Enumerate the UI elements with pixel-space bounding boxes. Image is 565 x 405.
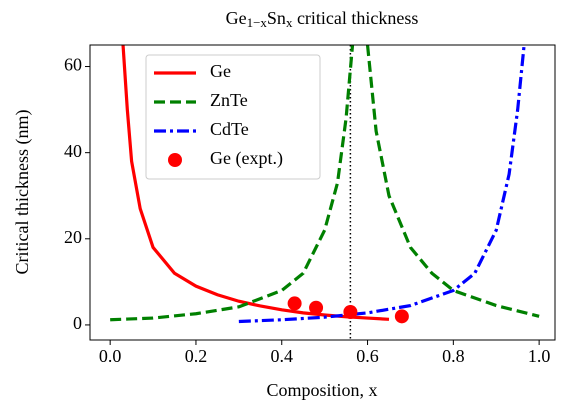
legend-label: Ge [210, 61, 231, 81]
plot-area [110, 45, 540, 340]
x-tick-label: 1.0 [528, 346, 551, 366]
scatter-point [394, 309, 409, 324]
y-tick-label: 0 [73, 313, 82, 333]
y-tick-label: 20 [64, 227, 82, 247]
legend-label: Ge (expt.) [210, 148, 283, 169]
title-part: 1−x [247, 15, 268, 30]
scatter-point [309, 300, 324, 315]
scatter-point [287, 296, 302, 311]
y-axis-label: Critical thickness (nm) [12, 110, 33, 275]
legend-label: CdTe [210, 119, 249, 139]
x-axis-label: Composition, x [266, 380, 377, 400]
title-part: critical thickness [292, 8, 418, 28]
y-tick-label: 40 [64, 141, 82, 161]
title-part: Sn [267, 8, 286, 28]
title-part: x [286, 15, 293, 30]
x-tick-label: 0.8 [442, 346, 465, 366]
x-tick-label: 0.6 [356, 346, 379, 366]
line-series [238, 45, 526, 324]
legend-marker [168, 153, 182, 167]
scatter-point [343, 305, 358, 320]
legend-label: ZnTe [210, 90, 248, 110]
line-series [110, 45, 355, 322]
x-tick-label: 0.0 [99, 346, 122, 366]
legend-box [145, 54, 321, 180]
title-part: Ge [226, 8, 247, 28]
x-tick-label: 0.2 [185, 346, 208, 366]
line-series [365, 45, 540, 318]
x-tick-label: 0.4 [270, 346, 293, 366]
axes-frame [89, 44, 556, 341]
y-tick-label: 60 [64, 55, 82, 75]
chart-title: Ge1−xSnx critical thickness [226, 8, 419, 30]
